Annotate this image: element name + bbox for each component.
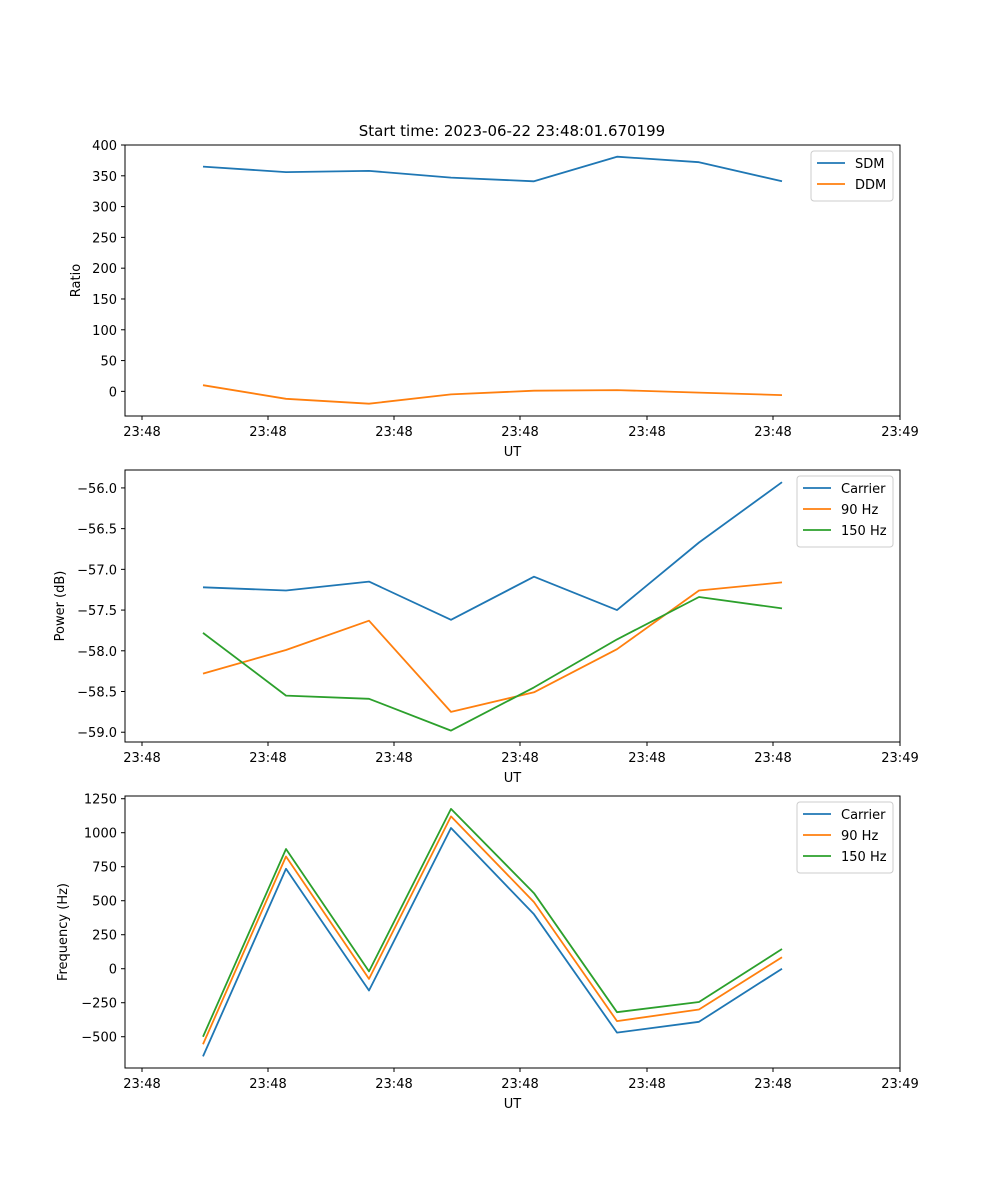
x-tick-label: 23:49 <box>881 751 918 766</box>
legend: Carrier 90 Hz 150 Hz <box>796 801 894 874</box>
y-tick-label: 0 <box>109 963 117 978</box>
x-axis-label: UT <box>504 1097 522 1112</box>
y-axis-label: Frequency (Hz) <box>56 883 71 981</box>
subplot-ratio: 0 50 100 150 200 250 300 350 400 23:48 23:48 23:48 2… <box>69 139 919 460</box>
y-tick-label: 250 <box>92 231 117 246</box>
x-tick-label: 23:48 <box>754 425 791 440</box>
y-tick-label: 350 <box>92 170 117 185</box>
x-tick-label: 23:48 <box>501 425 538 440</box>
legend-label: SDM <box>855 157 884 172</box>
x-tick-label: 23:48 <box>375 1077 412 1092</box>
y-tick-label: 50 <box>100 355 117 370</box>
y-tick-label: 0 <box>109 385 117 400</box>
x-tick-label: 23:49 <box>881 425 918 440</box>
y-tick-label: 1000 <box>84 827 117 842</box>
series-line-sdm <box>202 155 783 183</box>
y-axis-label: Ratio <box>69 264 84 297</box>
x-tick-label: 23:48 <box>375 751 412 766</box>
series-line-90-hz <box>202 815 783 1045</box>
y-tick-label: 400 <box>92 139 117 154</box>
x-tick-label: 23:48 <box>628 425 665 440</box>
y-tick-label: −500 <box>81 1031 117 1046</box>
series-line-150-hz <box>202 596 783 732</box>
legend-label: 150 Hz <box>841 524 887 539</box>
axes-frame <box>124 144 901 417</box>
legend: SDM DDM <box>810 150 894 202</box>
x-axis-label: UT <box>504 771 522 786</box>
subplot-frequency: −500 −250 0 250 500 750 1000 1250 23:48 23:48 23:4… <box>56 793 919 1112</box>
y-tick-label: 150 <box>92 293 117 308</box>
legend-label: DDM <box>855 178 886 193</box>
y-tick-label: −57.0 <box>77 563 117 578</box>
legend-label: Carrier <box>841 482 886 497</box>
y-tick-label: −56.0 <box>77 482 117 497</box>
x-tick-label: 23:48 <box>501 1077 538 1092</box>
y-tick-label: 1250 <box>84 793 117 808</box>
y-tick-label: −59.0 <box>77 726 117 741</box>
legend-label: 90 Hz <box>841 829 878 844</box>
series-line-ddm <box>202 384 783 405</box>
legend-label: 150 Hz <box>841 850 887 865</box>
y-tick-label: 100 <box>92 324 117 339</box>
axes-frame <box>124 469 901 743</box>
legend: Carrier 90 Hz 150 Hz <box>796 475 894 548</box>
series-line-90-hz <box>202 581 783 713</box>
legend-label: 90 Hz <box>841 503 878 518</box>
x-tick-label: 23:48 <box>501 751 538 766</box>
y-tick-label: −57.5 <box>77 604 117 619</box>
x-tick-label: 23:48 <box>249 425 286 440</box>
axes-frame <box>124 795 901 1069</box>
y-tick-label: 500 <box>92 895 117 910</box>
y-tick-label: −56.5 <box>77 523 117 538</box>
x-tick-label: 23:48 <box>754 751 791 766</box>
x-tick-label: 23:48 <box>123 425 160 440</box>
y-tick-label: 750 <box>92 861 117 876</box>
series-line-carrier <box>202 481 783 621</box>
x-tick-label: 23:48 <box>249 1077 286 1092</box>
x-tick-label: 23:48 <box>628 1077 665 1092</box>
y-tick-label: −250 <box>81 997 117 1012</box>
x-axis-label: UT <box>504 445 522 460</box>
y-tick-label: 300 <box>92 201 117 216</box>
x-tick-label: 23:48 <box>375 425 412 440</box>
series-line-150-hz <box>202 808 783 1038</box>
x-tick-label: 23:48 <box>123 751 160 766</box>
y-axis-label: Power (dB) <box>53 571 68 642</box>
x-tick-label: 23:48 <box>754 1077 791 1092</box>
y-tick-label: −58.0 <box>77 645 117 660</box>
x-tick-label: 23:48 <box>123 1077 160 1092</box>
series-line-carrier <box>202 827 783 1057</box>
legend-label: Carrier <box>841 808 886 823</box>
y-tick-label: 200 <box>92 262 117 277</box>
x-tick-label: 23:49 <box>881 1077 918 1092</box>
y-tick-label: 250 <box>92 929 117 944</box>
y-tick-label: −58.5 <box>77 686 117 701</box>
figure-title: Start time: 2023-06-22 23:48:01.670199 <box>359 122 665 140</box>
x-tick-label: 23:48 <box>249 751 286 766</box>
x-tick-label: 23:48 <box>628 751 665 766</box>
subplot-power: −59.0 −58.5 −58.0 −57.5 −57.0 −56.5 −56.0 23:48… <box>53 469 919 786</box>
